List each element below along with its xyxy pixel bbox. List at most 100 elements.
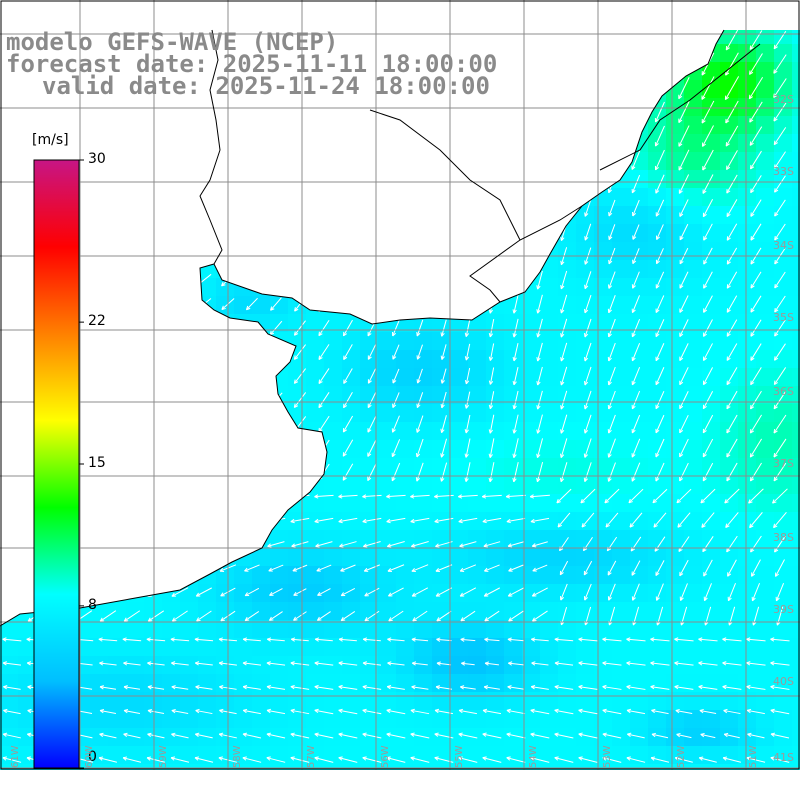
wind-speed-cell — [324, 476, 343, 495]
wind-arrow — [607, 560, 617, 576]
wind-speed-cell — [486, 368, 505, 387]
wind-speed-cell — [738, 188, 757, 207]
wind-arrow — [698, 661, 718, 666]
wind-speed-cell — [378, 620, 397, 639]
wind-speed-cell — [774, 764, 793, 770]
wind-speed-cell — [720, 296, 739, 315]
wind-speed-cell — [414, 566, 433, 585]
wind-speed-cell — [162, 620, 181, 639]
wind-speed-cell — [756, 710, 775, 729]
wind-speed-cell — [792, 548, 800, 567]
wind-speed-cell — [738, 98, 757, 117]
wind-arrow — [607, 462, 616, 482]
wind-speed-cell — [486, 548, 505, 567]
colorbar-tick-label: 30 — [88, 151, 106, 167]
wind-speed-cell — [576, 746, 595, 765]
wind-speed-cell — [720, 98, 739, 117]
latitude-label: 35S — [773, 311, 794, 324]
wind-speed-cell — [342, 530, 361, 549]
wind-arrow — [464, 438, 471, 458]
wind-speed-cell — [342, 728, 361, 747]
wind-arrow — [584, 294, 592, 314]
wind-arrow — [343, 392, 353, 409]
wind-speed-cell — [756, 134, 775, 153]
wind-speed-cell — [558, 674, 577, 693]
wind-arrow — [386, 732, 406, 739]
wind-speed-cell — [234, 296, 253, 315]
wind-speed-cell — [576, 242, 595, 261]
wind-speed-cell — [486, 404, 505, 423]
wind-speed-cell — [612, 764, 631, 770]
wind-arrow — [655, 391, 665, 410]
wind-arrow — [631, 390, 641, 410]
wind-arrow — [531, 587, 548, 597]
wind-arrow — [650, 661, 670, 666]
wind-speed-cell — [612, 458, 631, 477]
wind-arrow — [726, 367, 738, 386]
wind-arrow — [703, 223, 713, 241]
wind-arrow — [655, 560, 665, 577]
wind-arrow — [655, 271, 665, 289]
wind-speed-cell — [576, 620, 595, 639]
wind-speed-cell — [774, 692, 793, 711]
wind-speed-cell — [540, 278, 559, 297]
wind-speed-cell — [738, 242, 757, 261]
wind-arrow — [266, 732, 286, 739]
wind-speed-cell — [378, 386, 397, 405]
wind-arrow — [342, 439, 354, 457]
wind-speed-cell — [630, 260, 649, 279]
wind-arrow — [416, 344, 423, 360]
wind-speed-cell — [792, 242, 800, 261]
wind-speed-cell — [738, 170, 757, 189]
wind-arrow — [194, 661, 213, 666]
wind-arrow — [388, 610, 404, 622]
wind-speed-cell — [648, 386, 667, 405]
wind-speed-cell — [360, 548, 379, 567]
wind-arrow — [578, 756, 598, 763]
wind-speed-cell — [702, 386, 721, 405]
wind-speed-cell — [414, 476, 433, 495]
wind-speed-cell — [180, 602, 199, 621]
wind-speed-cell — [792, 476, 800, 495]
wind-speed-cell — [342, 332, 361, 351]
wind-arrow — [629, 512, 643, 528]
wind-speed-cell — [738, 458, 757, 477]
wind-speed-cell — [324, 638, 343, 657]
wind-speed-cell — [792, 80, 800, 99]
wind-speed-cell — [792, 134, 800, 153]
wind-speed-cell — [558, 458, 577, 477]
wind-speed-cell — [666, 692, 685, 711]
wind-speed-cell — [720, 656, 739, 675]
wind-speed-cell — [306, 530, 325, 549]
wind-speed-cell — [504, 746, 523, 765]
wind-speed-cell — [540, 548, 559, 567]
wind-speed-cell — [468, 566, 487, 585]
wind-speed-cell — [792, 584, 800, 603]
wind-arrow — [391, 319, 400, 337]
wind-speed-cell — [342, 692, 361, 711]
wind-speed-cell — [756, 728, 775, 747]
wind-arrow — [698, 756, 717, 763]
wind-speed-cell — [702, 692, 721, 711]
wind-speed-cell — [360, 620, 379, 639]
wind-speed-cell — [108, 638, 127, 657]
wind-speed-cell — [324, 314, 343, 333]
wind-arrow — [724, 488, 740, 504]
wind-speed-cell — [270, 674, 289, 693]
wind-speed-cell — [630, 404, 649, 423]
wind-speed-cell — [144, 710, 163, 729]
longitude-label: 57W — [306, 745, 317, 768]
wind-speed-cell — [108, 692, 127, 711]
wind-speed-cell — [666, 548, 685, 567]
wind-arrow — [679, 199, 689, 217]
wind-arrow — [482, 517, 502, 524]
wind-arrow — [367, 415, 377, 433]
colorbar-gradient — [33, 159, 80, 769]
wind-speed-cell — [180, 656, 199, 675]
wind-speed-cell — [738, 368, 757, 387]
wind-speed-cell — [612, 512, 631, 531]
wind-speed-cell — [612, 278, 631, 297]
wind-speed-cell — [126, 710, 145, 729]
wind-arrow — [508, 661, 524, 666]
wind-arrow — [750, 343, 762, 361]
